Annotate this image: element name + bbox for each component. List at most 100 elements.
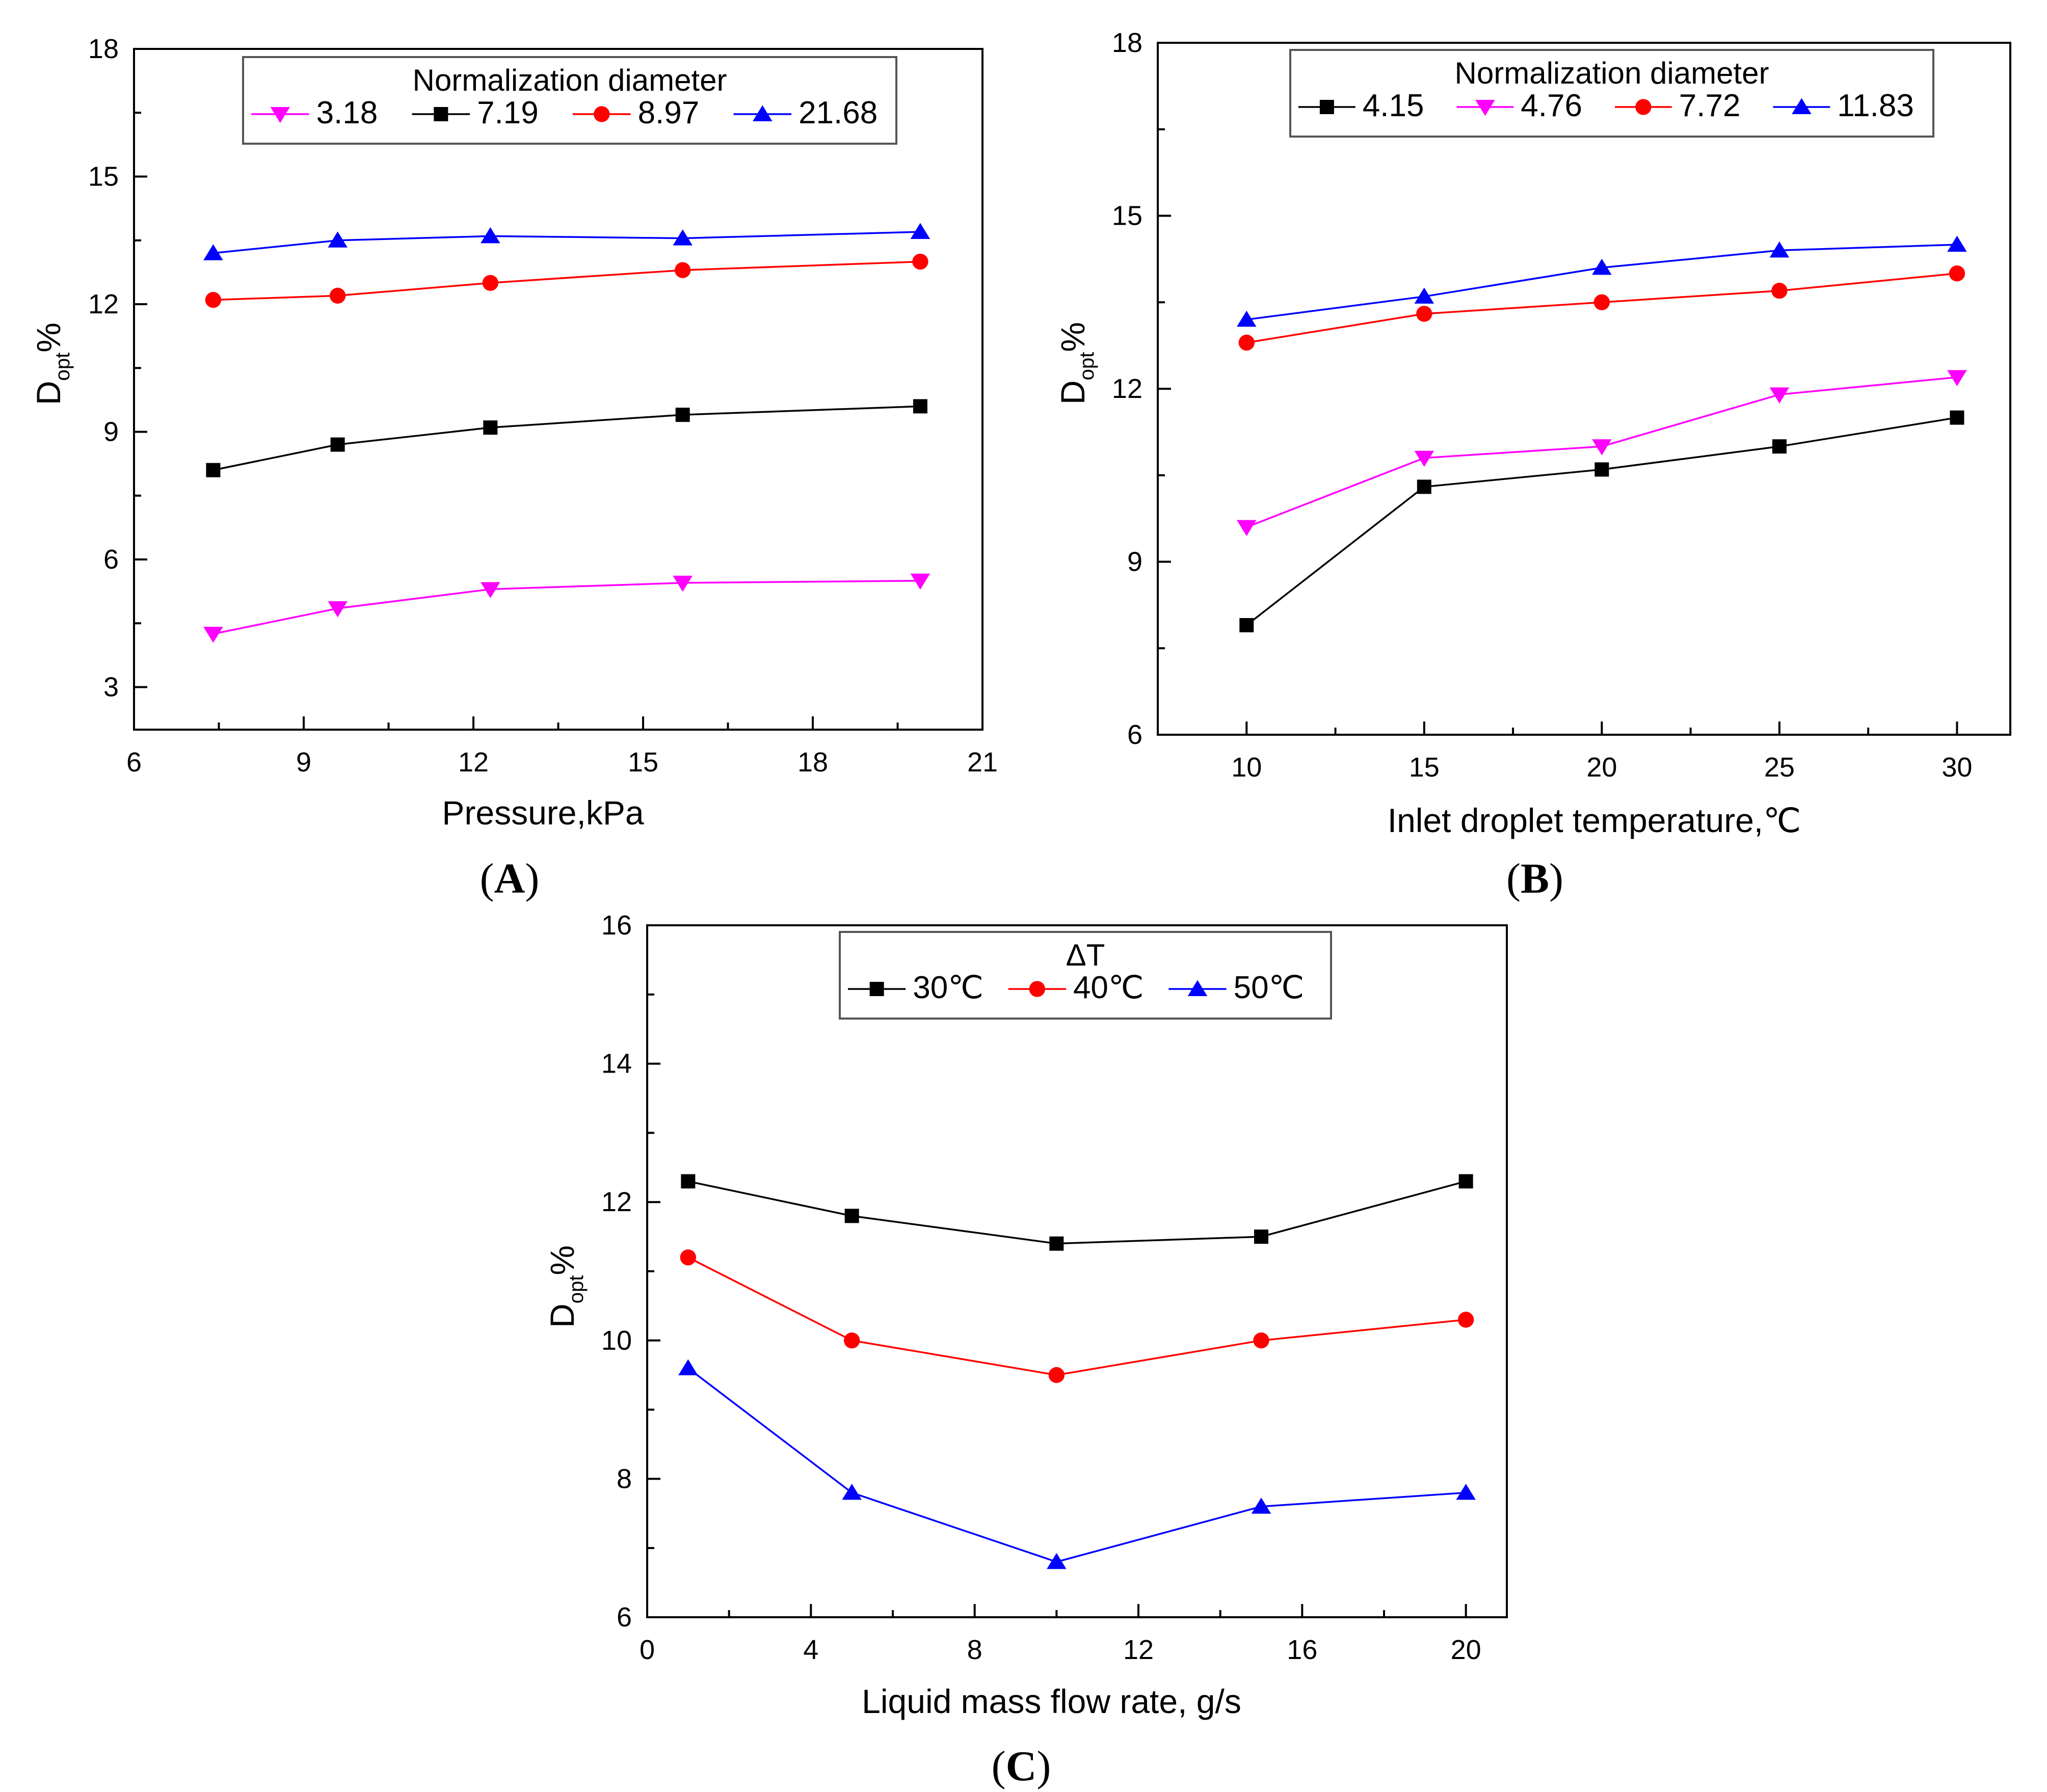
data-point xyxy=(1594,462,1609,477)
y-tick-label: 12 xyxy=(88,289,119,319)
y-tick-label: 6 xyxy=(1127,719,1142,750)
x-tick-label: 4 xyxy=(803,1635,818,1665)
y-tick-label: 15 xyxy=(1112,201,1142,231)
legend-title: Normalization diameter xyxy=(413,63,727,97)
legend-marker xyxy=(1792,98,1812,114)
data-point xyxy=(842,1484,862,1500)
legend-label: 7.19 xyxy=(477,95,539,130)
panel-label-open: ( xyxy=(480,855,494,902)
x-axis-label: Inlet droplet temperature,℃ xyxy=(1388,801,1801,839)
data-point xyxy=(1237,520,1257,537)
y-tick-label: 8 xyxy=(617,1463,632,1494)
data-point xyxy=(1947,235,1967,252)
legend-marker xyxy=(434,107,448,121)
y-tick-label: 12 xyxy=(1112,373,1142,404)
data-point xyxy=(680,1249,697,1266)
legend-label: 4.15 xyxy=(1363,88,1424,123)
panel-label: (A) xyxy=(480,855,540,902)
legend-entry: 11.83 xyxy=(1773,88,1914,123)
data-point xyxy=(1048,1367,1065,1383)
legend-label: 30℃ xyxy=(913,970,983,1005)
x-tick-label: 12 xyxy=(458,747,489,778)
series-3.18 xyxy=(203,573,931,643)
data-point xyxy=(203,627,223,643)
legend-entry: 7.19 xyxy=(412,95,539,130)
data-point xyxy=(912,253,928,270)
x-axis-label: Liquid mass flow rate, g/s xyxy=(862,1682,1241,1720)
series-11.83 xyxy=(1237,235,1967,327)
legend-entry: 50℃ xyxy=(1168,970,1304,1005)
chart-panel-c: 6 8 10 12 14 16 0 4 8 12 16 20 Liquid mass flow rate… xyxy=(543,910,1508,1790)
data-point xyxy=(675,408,690,422)
data-point xyxy=(1416,306,1432,322)
legend-label: 40℃ xyxy=(1073,970,1144,1005)
legend-label: 7.72 xyxy=(1679,88,1741,123)
x-tick-label: 8 xyxy=(967,1635,982,1665)
legend-marker xyxy=(1187,980,1208,996)
data-point xyxy=(1254,1229,1268,1244)
y-tick-label: 9 xyxy=(1127,547,1142,577)
data-point xyxy=(910,223,931,239)
series-8.97 xyxy=(205,253,928,308)
data-point xyxy=(1458,1174,1473,1189)
legend-label: 4.76 xyxy=(1521,88,1582,123)
series-7.19 xyxy=(206,399,927,477)
data-point xyxy=(1949,265,1965,282)
series-4.15 xyxy=(1239,410,1964,632)
data-point xyxy=(1414,287,1434,304)
legend-label: 11.83 xyxy=(1837,88,1914,123)
y-axis-label-subscript: opt xyxy=(565,1275,588,1304)
data-point xyxy=(1239,618,1254,632)
x-tick-label: 21 xyxy=(967,747,998,778)
panel-label-letter: C xyxy=(1006,1743,1037,1790)
data-point xyxy=(673,229,693,246)
legend-marker xyxy=(594,106,610,122)
y-tick-label: 16 xyxy=(601,910,632,941)
legend-title: Normalization diameter xyxy=(1455,56,1769,90)
data-point xyxy=(1769,387,1790,404)
legend-entry: 4.15 xyxy=(1298,88,1424,123)
y-tick-label: 9 xyxy=(103,417,119,447)
data-point xyxy=(1771,282,1788,299)
y-tick-label: 18 xyxy=(88,34,119,64)
data-point xyxy=(481,227,500,244)
data-point xyxy=(1047,1553,1067,1569)
data-point xyxy=(1950,410,1964,425)
data-point xyxy=(1417,479,1431,494)
data-point xyxy=(1238,334,1255,351)
data-point xyxy=(328,601,348,618)
data-point xyxy=(205,291,222,308)
series-7.72 xyxy=(1238,265,1965,351)
data-point xyxy=(1456,1484,1476,1500)
x-tick-label: 25 xyxy=(1764,752,1795,783)
data-point xyxy=(678,1359,698,1376)
chart-panel-b: 6 9 12 15 18 10 15 20 25 30 Inlet droplet temperat… xyxy=(1054,28,2011,902)
data-point xyxy=(329,287,346,304)
x-tick-label: 20 xyxy=(1586,752,1617,783)
series-30 xyxy=(681,1174,1473,1251)
data-point xyxy=(1253,1332,1269,1349)
legend-entry: 4.76 xyxy=(1456,88,1582,123)
data-point xyxy=(1251,1497,1271,1514)
legend-entry: 40℃ xyxy=(1008,970,1144,1005)
y-tick-label: 3 xyxy=(103,672,119,703)
panel-label: (B) xyxy=(1506,855,1563,902)
legend-entry: 30℃ xyxy=(848,970,983,1005)
legend-marker xyxy=(1475,100,1495,116)
legend: Normalization diameter 3.18 7.19 8.97 21.68 xyxy=(242,56,897,145)
legend-label: 50℃ xyxy=(1234,970,1305,1005)
y-axis-label-suffix: % xyxy=(543,1245,581,1275)
panel-label: (C) xyxy=(992,1743,1051,1790)
series-4.76 xyxy=(1237,370,1967,537)
x-tick-label: 0 xyxy=(640,1635,655,1665)
legend-marker xyxy=(1635,99,1652,115)
x-tick-label: 6 xyxy=(126,747,142,778)
series-21.68 xyxy=(203,223,931,260)
y-tick-label: 6 xyxy=(103,544,119,575)
x-tick-label: 30 xyxy=(1942,752,1972,783)
legend-marker xyxy=(869,982,884,996)
data-point xyxy=(675,262,691,278)
panel-label-close: ) xyxy=(1549,855,1563,902)
